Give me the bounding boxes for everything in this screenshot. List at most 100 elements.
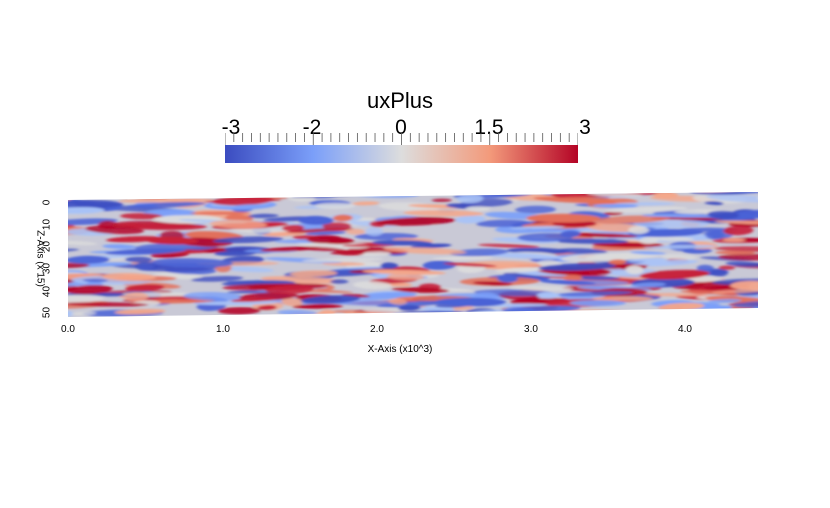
- field-streak: [386, 273, 425, 281]
- field-streak: [68, 302, 149, 307]
- field-streak: [282, 224, 305, 232]
- field-streak: [495, 267, 546, 273]
- field-streak: [398, 305, 421, 312]
- colorbar-gradient: [225, 145, 578, 163]
- field-streak: [290, 270, 338, 277]
- field-streak: [300, 295, 361, 304]
- field-streak: [634, 259, 698, 267]
- colorbar-tick-label: -2: [302, 116, 322, 139]
- field-streak: [322, 222, 352, 231]
- field-streak: [536, 292, 560, 299]
- field-streak: [538, 263, 616, 271]
- field-streak: [68, 284, 113, 295]
- field-streak: [410, 192, 456, 193]
- field-streak: [68, 207, 105, 214]
- field-streak: [443, 262, 497, 267]
- field-streak: [707, 298, 742, 304]
- field-streak: [644, 292, 709, 297]
- field-streak: [704, 201, 724, 205]
- field-streak: [330, 251, 366, 255]
- field-streak: [556, 248, 608, 255]
- field-streak: [624, 316, 654, 317]
- field-streak: [97, 192, 176, 197]
- field-streak: [455, 215, 486, 224]
- x-tick-label: 1.0: [216, 324, 230, 335]
- field-streak: [661, 253, 697, 260]
- field-streak: [563, 274, 583, 281]
- colorbar-ticks: [225, 133, 578, 145]
- field-streak: [642, 214, 715, 218]
- field-streak: [353, 281, 392, 290]
- field-streak: [570, 299, 626, 307]
- field-streak: [628, 225, 649, 235]
- field-streak: [592, 296, 653, 301]
- field-streak: [257, 305, 277, 311]
- field-streak: [654, 315, 678, 317]
- field-streak: [611, 315, 632, 317]
- field-streak: [314, 202, 356, 209]
- field-streak: [588, 215, 670, 224]
- field-streak: [82, 278, 108, 283]
- field-streak: [292, 304, 344, 309]
- field-streak: [130, 192, 171, 200]
- colorbar-tick-label: 0: [395, 116, 407, 139]
- field-streak: [151, 258, 233, 268]
- field-streak: [365, 227, 383, 237]
- field-streak: [68, 255, 110, 264]
- colorbar-tick-label: -3: [221, 116, 241, 139]
- field-streak: [658, 302, 705, 311]
- field-streak: [204, 192, 263, 197]
- field-streak: [333, 214, 353, 222]
- field-streak: [212, 196, 274, 206]
- field-streak: [128, 192, 153, 194]
- x-tick-label: 3.0: [524, 324, 538, 335]
- field-streak: [281, 297, 303, 307]
- field-streak: [101, 272, 156, 281]
- field-streak: [435, 297, 507, 307]
- field-streak: [330, 279, 349, 284]
- field-streak: [105, 248, 187, 255]
- field-streak: [680, 290, 726, 295]
- field-streak: [388, 298, 407, 305]
- field-streak: [552, 309, 633, 317]
- field-streak: [722, 237, 746, 242]
- field-streak: [190, 211, 251, 215]
- field-streak: [497, 274, 518, 283]
- field-streak: [283, 192, 335, 196]
- field-streak: [709, 268, 729, 277]
- field-streak: [630, 282, 666, 288]
- field-streak: [653, 192, 679, 199]
- field-streak: [548, 192, 586, 194]
- field-streak: [372, 240, 432, 246]
- field-streak: [85, 225, 144, 235]
- field-streak: [465, 206, 490, 212]
- field-streak: [639, 236, 658, 245]
- field-streak: [376, 300, 451, 308]
- field-streak: [403, 209, 483, 217]
- field-streak: [688, 192, 758, 195]
- field-streak: [718, 253, 758, 261]
- field-streak: [120, 213, 163, 220]
- field-streak: [221, 266, 274, 273]
- field-streak: [358, 251, 392, 257]
- field-streak: [560, 252, 645, 263]
- field-streak: [68, 262, 90, 269]
- field-streak: [540, 279, 596, 285]
- field-streak: [124, 292, 149, 302]
- x-axis-title: X-Axis (x10^3): [367, 344, 433, 355]
- field-streak: [71, 311, 97, 316]
- x-tick-label: 4.0: [678, 324, 692, 335]
- field-streak: [391, 287, 449, 293]
- field-streak: [362, 269, 446, 275]
- field-streak: [625, 265, 644, 275]
- field-streak: [639, 269, 710, 280]
- field-streak: [592, 203, 639, 208]
- field-streak: [122, 296, 201, 303]
- field-streak: [558, 290, 633, 297]
- field-streak: [209, 220, 268, 229]
- field-streak: [486, 192, 520, 193]
- field-streak: [473, 281, 513, 286]
- field-streak: [265, 285, 314, 295]
- field-streak: [705, 231, 725, 240]
- field-streak: [68, 192, 71, 194]
